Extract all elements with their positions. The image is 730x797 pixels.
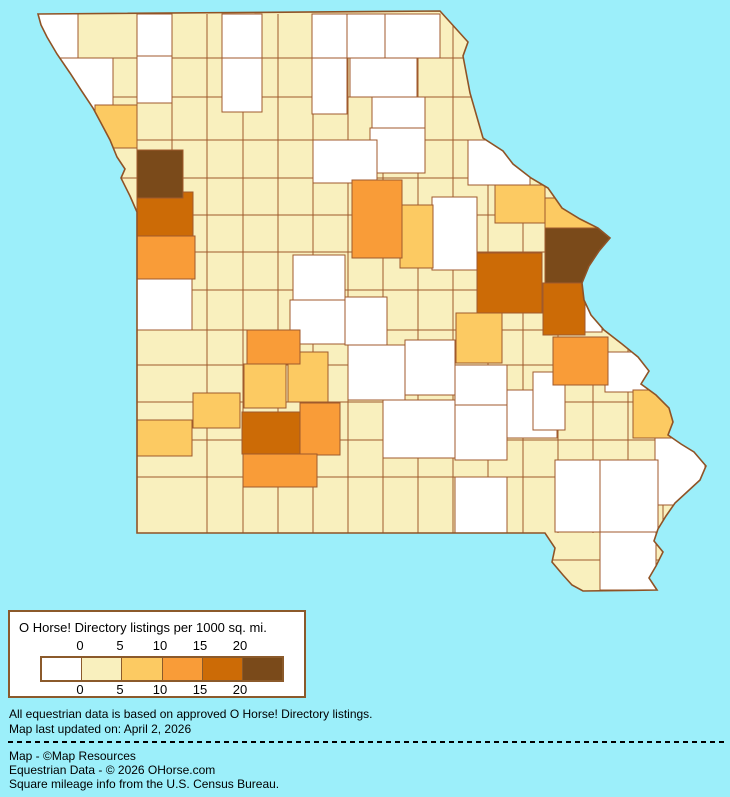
- county-shape: [246, 329, 301, 365]
- county-shape: [38, 13, 79, 59]
- note-data-source: All equestrian data is based on approved…: [9, 707, 373, 721]
- legend-color-ramp: [40, 656, 284, 682]
- legend-swatch: [242, 658, 283, 680]
- county-shape: [311, 57, 348, 115]
- county-shape: [404, 339, 456, 396]
- legend-swatch: [42, 658, 83, 680]
- county-shape: [136, 55, 173, 104]
- county-shape: [454, 364, 508, 406]
- legend-swatch: [122, 658, 163, 680]
- county-shape: [454, 404, 508, 461]
- county-shape: [136, 13, 173, 57]
- credit-equestrian-data: Equestrian Data - © 2026 OHorse.com: [9, 763, 216, 777]
- county-shape: [311, 13, 348, 59]
- county-shape: [241, 411, 301, 455]
- county-shape: [542, 282, 586, 336]
- legend-tick-label: 20: [232, 682, 248, 697]
- county-shape: [654, 434, 706, 506]
- county-shape: [384, 13, 441, 59]
- county-shape: [382, 399, 456, 459]
- legend-tick-label: 15: [192, 682, 208, 697]
- legend-tick-label: 10: [152, 682, 168, 697]
- note-last-updated: Map last updated on: April 2, 2026: [9, 722, 192, 736]
- county-shape: [554, 459, 601, 533]
- credit-map-resources: Map - ©Map Resources: [9, 749, 136, 763]
- county-shape: [544, 227, 611, 284]
- legend-tick-label: 5: [116, 682, 124, 697]
- county-shape: [494, 184, 546, 224]
- county-shape: [349, 57, 418, 98]
- county-shape: [599, 531, 657, 591]
- dashed-separator: [8, 741, 724, 743]
- county-shape: [344, 296, 388, 346]
- county-shape: [604, 351, 666, 393]
- legend-box: O Horse! Directory listings per 1000 sq.…: [8, 610, 306, 698]
- county-shape: [292, 254, 346, 301]
- county-shape: [221, 13, 263, 59]
- county-shape: [476, 252, 543, 314]
- county-shape: [136, 191, 194, 237]
- county-shape: [136, 277, 193, 331]
- legend-tick-label: 20: [232, 638, 248, 653]
- county-layer: [38, 11, 706, 591]
- county-shape: [369, 127, 426, 174]
- county-shape: [192, 392, 241, 429]
- legend-tick-label: 15: [192, 638, 208, 653]
- county-shape: [455, 312, 503, 364]
- legend-swatch: [162, 658, 203, 680]
- county-shape: [136, 419, 193, 457]
- county-shape: [136, 149, 184, 199]
- legend-swatch: [202, 658, 243, 680]
- county-shape: [54, 57, 114, 111]
- county-shape: [371, 96, 426, 129]
- legend-tick-label: 0: [76, 638, 84, 653]
- legend-title: O Horse! Directory listings per 1000 sq.…: [19, 620, 267, 635]
- county-shape: [632, 389, 682, 439]
- legend-ticks-bottom: 0 5 10 15 20: [10, 612, 304, 697]
- county-shape: [552, 336, 609, 386]
- legend-swatch: [82, 658, 123, 680]
- state-outline: [36, 10, 707, 592]
- county-shape: [399, 204, 434, 269]
- legend-tick-label: 5: [116, 638, 124, 653]
- county-shape: [351, 179, 403, 259]
- county-shape: [299, 402, 341, 456]
- county-shape: [347, 344, 406, 401]
- county-shape: [242, 453, 318, 488]
- credit-census-bureau: Square mileage info from the U.S. Census…: [9, 777, 280, 791]
- county-shape: [94, 104, 138, 149]
- county-shape: [431, 196, 478, 271]
- legend-tick-label: 0: [76, 682, 84, 697]
- county-shape: [454, 476, 508, 534]
- county-shape: [312, 139, 378, 184]
- legend-ticks-top: 0 5 10 15 20: [10, 612, 304, 696]
- county-shape: [136, 235, 196, 280]
- choropleth-map-svg: [36, 10, 707, 592]
- missouri-county-map: [36, 10, 707, 592]
- county-shape: [467, 139, 531, 186]
- county-shape: [243, 363, 287, 409]
- legend-tick-label: 10: [152, 638, 168, 653]
- county-shape: [599, 459, 659, 533]
- county-shape: [346, 13, 386, 59]
- county-shape: [221, 57, 263, 113]
